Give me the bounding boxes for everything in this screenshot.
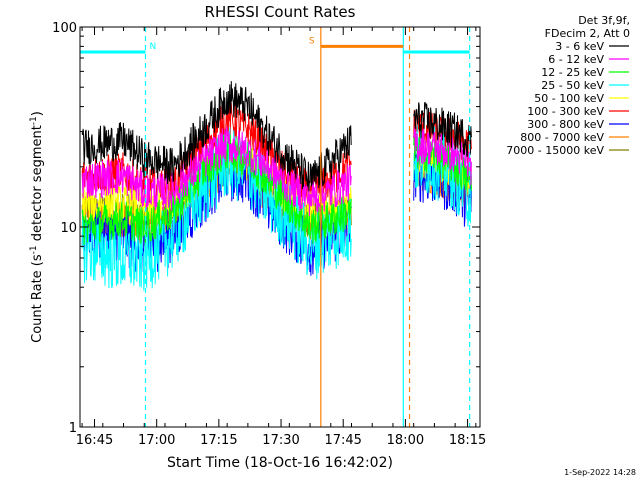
chart-title: RHESSI Count Rates	[205, 3, 356, 21]
y-axis-label-sup1: -1	[29, 245, 39, 254]
x-tick-label: 17:30	[262, 433, 299, 448]
legend-header-0: Det 3f,9f,	[578, 14, 630, 27]
y-tick-label: 10	[60, 221, 77, 236]
legend-entry-label: 12 - 25 keV	[541, 66, 604, 79]
legend-entry-label: 50 - 100 keV	[534, 92, 604, 105]
flag-label-s: S	[309, 36, 315, 46]
series-line-3-6-kev	[81, 81, 472, 192]
y-axis-label-sup2: -1	[29, 116, 39, 125]
timestamp: 1-Sep-2022 14:28	[564, 468, 636, 477]
axis-layer: 16:45 17:00 17:15 17:30 17:45 18:00 18:15 1 10 10…	[52, 21, 486, 448]
flag-layer: NS	[80, 27, 471, 427]
legend-header-1: FDecim 2, Att 0	[545, 27, 630, 40]
x-axis-label: Start Time (18-Oct-16 16:42:02)	[167, 455, 393, 471]
legend-entry-label: 25 - 50 keV	[541, 79, 604, 92]
legend-entry-label: 100 - 300 keV	[527, 105, 604, 118]
series-line-6-12-kev	[81, 126, 472, 217]
legend-entry-label: 300 - 800 keV	[527, 118, 604, 131]
y-tick-label: 1	[69, 421, 77, 436]
x-tick-label: 18:00	[387, 433, 424, 448]
legend-entry-label: 3 - 6 keV	[555, 40, 604, 53]
y-axis-label: Count Rate (s-1 detector segment-1)	[29, 111, 45, 343]
x-tick-label: 17:00	[138, 433, 175, 448]
y-axis-label-main: Count Rate (s	[30, 254, 45, 343]
legend-entry-label: 6 - 12 keV	[548, 53, 604, 66]
x-tick-label: 17:45	[324, 433, 361, 448]
legend-entry-label: 800 - 7000 keV	[520, 131, 604, 144]
x-tick-label: 16:45	[76, 433, 113, 448]
y-tick-label: 100	[52, 21, 77, 36]
x-tick-label: 18:15	[449, 433, 486, 448]
legend-entry-label: 7000 - 15000 keV	[506, 144, 604, 157]
y-axis-label-end: )	[30, 111, 45, 116]
series-layer	[81, 81, 472, 291]
flag-label-n: N	[149, 42, 156, 52]
x-tick-label: 17:15	[200, 433, 237, 448]
y-axis-label-mid: detector segment	[30, 125, 45, 245]
